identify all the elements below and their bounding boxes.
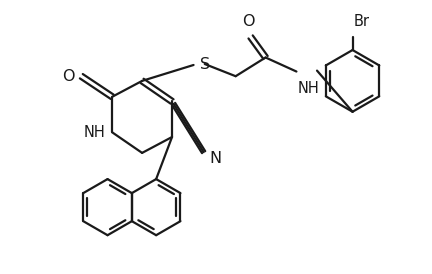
Text: NH: NH	[84, 125, 106, 140]
Text: O: O	[242, 15, 255, 29]
Text: N: N	[210, 151, 222, 166]
Text: S: S	[200, 56, 210, 72]
Text: O: O	[62, 69, 75, 84]
Text: NH: NH	[297, 81, 319, 96]
Text: Br: Br	[353, 15, 369, 29]
